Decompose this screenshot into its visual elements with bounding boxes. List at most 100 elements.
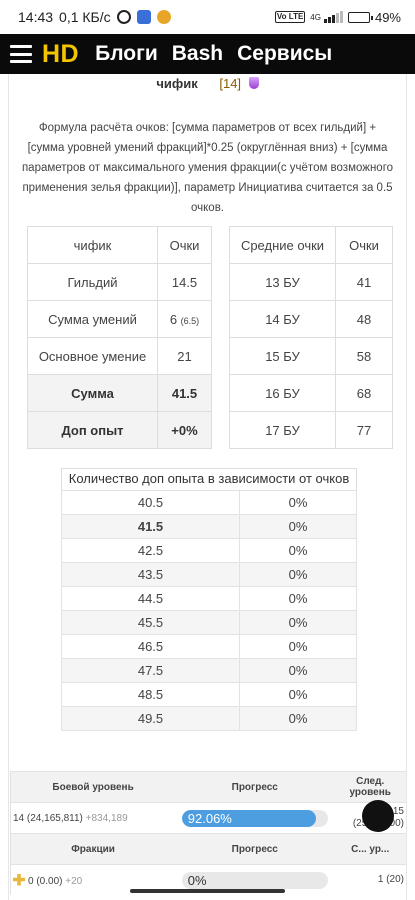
xp-bonus-cell: 0%	[239, 586, 357, 611]
table-row: 14 БУ 48	[229, 300, 393, 338]
table-cell: 15 БУ	[229, 337, 336, 375]
table-row: 16 БУ 68	[229, 374, 393, 412]
header-factions: Фракции	[71, 843, 115, 855]
table-row: Средние очки Очки	[229, 226, 393, 264]
nav-link-bash[interactable]: Bash	[171, 42, 224, 65]
menu-icon[interactable]	[10, 45, 32, 63]
table-header-cell: Очки	[335, 226, 393, 264]
battery-percent: 49%	[374, 9, 401, 25]
xp-bonus-cell: 0%	[239, 706, 357, 731]
combat-progress-fill	[181, 809, 317, 827]
status-net-speed: 0,1 КБ/с	[59, 9, 111, 25]
header-progress: Прогресс	[231, 781, 278, 793]
xp-points-cell: 40.5	[61, 490, 240, 515]
table-row: 45.5 0%	[61, 610, 357, 635]
floating-action-button[interactable]	[362, 800, 394, 832]
page-content: чифик [14] Формула расчёта очков: [сумма…	[8, 74, 407, 900]
xp-points-cell: 47.5	[61, 658, 240, 683]
formula-description: Формула расчёта очков: [сумма параметров…	[21, 122, 394, 214]
xp-points-cell: 41.5	[61, 514, 240, 539]
table-cell: 48	[335, 300, 393, 338]
xp-bonus-cell: 0%	[239, 538, 357, 563]
xp-bonus-cell: 0%	[239, 514, 357, 539]
table-cell: 14 БУ	[229, 300, 336, 338]
total-value: 41.5	[157, 374, 212, 412]
table-row: 48.5 0%	[61, 682, 357, 707]
table-cell: 6 (6.5)	[157, 300, 212, 338]
table-row: 41.5 0%	[61, 514, 357, 539]
xp-points-cell: 44.5	[61, 586, 240, 611]
faction-progress-bar: 0%	[181, 871, 328, 889]
table-row: 46.5 0%	[61, 634, 357, 659]
skills-value: 6	[169, 311, 178, 327]
xp-bonus-cell: 0%	[239, 682, 357, 707]
site-logo[interactable]: HD	[42, 39, 80, 68]
xp-points-cell: 49.5	[61, 706, 240, 731]
header-combat-level: Боевой уровень	[52, 781, 134, 793]
faction-table-header: Фракции Прогресс С... ур...	[10, 833, 406, 865]
nav-link-services[interactable]: Сервисы	[237, 42, 333, 65]
score-table: чифик Очки Гильдий 14.5 Сумма умений 6 (…	[27, 226, 212, 449]
faction-icon	[13, 873, 25, 886]
header-faction-progress: Прогресс	[231, 843, 278, 855]
character-line: чифик [14]	[9, 76, 406, 94]
table-cell: 58	[335, 337, 393, 375]
app-icon	[136, 10, 151, 24]
combat-level-gain: +834,189	[85, 812, 128, 824]
faction-progress-text: 0%	[187, 872, 207, 888]
xp-bonus-cell: 0%	[239, 658, 357, 683]
faction-progress-cell: 0%	[175, 871, 334, 889]
battery-icon	[347, 11, 373, 23]
table-row: 49.5 0%	[61, 706, 357, 731]
table-row: 47.5 0%	[61, 658, 357, 683]
xp-bonus-cell: 0%	[239, 610, 357, 635]
xp-points-cell: 46.5	[61, 634, 240, 659]
table-row: 13 БУ 41	[229, 263, 393, 301]
network-type: 4G	[310, 12, 321, 22]
table-row: Гильдий 14.5	[27, 263, 212, 301]
table-cell: 41	[335, 263, 393, 301]
faction-next: 1 (20)	[377, 874, 404, 885]
table-row: 44.5 0%	[61, 586, 357, 611]
combat-level-value: 14 (24,165,811) +834,189	[11, 813, 175, 824]
xp-points-cell: 43.5	[61, 562, 240, 587]
gesture-bar[interactable]	[130, 889, 285, 893]
skills-value-extra: (6.5)	[180, 315, 200, 326]
table-cell: 13 БУ	[229, 263, 336, 301]
faction-value-cell: 0 (0.00) +20	[11, 873, 175, 887]
combat-progress-bar: 92.06%	[181, 809, 328, 827]
xp-bonus-cell: 0%	[239, 634, 357, 659]
status-bar: 14:43 0,1 КБ/с Vo LTE 4G 49%	[0, 0, 415, 34]
table-row: 40.5 0%	[61, 490, 357, 515]
faction-row: 0 (0.00) +20 0% 1 (20)	[10, 865, 406, 895]
xp-points-cell: 42.5	[61, 538, 240, 563]
table-cell: 14.5	[157, 263, 212, 301]
table-cell: 16 БУ	[229, 374, 336, 412]
table-row: Основное умение 21	[27, 337, 212, 375]
signal-icon	[323, 11, 343, 23]
xp-bonus-cell: 0%	[239, 562, 357, 587]
character-name[interactable]: чифик	[156, 76, 198, 91]
faction-value: 0 (0.00)	[28, 875, 63, 887]
table-cell: Гильдий	[27, 263, 158, 301]
bonus-label: Доп опыт	[27, 411, 158, 449]
level-progress-block: Боевой уровень Прогресс След. уровень 14…	[10, 771, 406, 895]
app-icon-2	[156, 10, 171, 24]
table-cell: 77	[335, 411, 393, 449]
table-row: Сумма 41.5	[27, 374, 212, 412]
table-row: 15 БУ 58	[229, 337, 393, 375]
table-row: чифик Очки	[27, 226, 212, 264]
bonus-value: +0%	[157, 411, 212, 449]
combat-level: 14 (24,165,811)	[13, 812, 83, 824]
header-faction-next: С... ур...	[351, 843, 390, 855]
header-next-level: След. уровень	[349, 776, 391, 798]
nav-link-blogs[interactable]: Блоги	[95, 42, 158, 65]
table-row: 43.5 0%	[61, 562, 357, 587]
average-points-table: Средние очки Очки 13 БУ 41 14 БУ 48 15 БУ 5…	[229, 226, 393, 449]
combat-progress-text: 92.06%	[187, 810, 232, 826]
table-row: Доп опыт +0%	[27, 411, 212, 449]
volte-icon: Vo LTE	[274, 11, 306, 23]
combat-progress-cell: 92.06%	[175, 809, 334, 827]
alarm-icon	[116, 10, 131, 24]
character-level: [14]	[219, 76, 242, 91]
